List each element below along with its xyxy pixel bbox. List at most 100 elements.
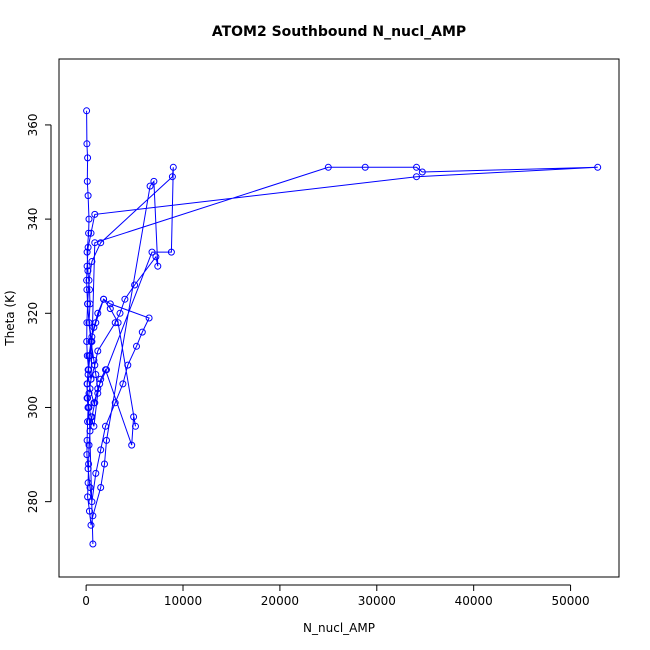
x-tick-label: 20000 — [261, 594, 299, 608]
data-point — [84, 404, 92, 411]
data-point — [86, 484, 94, 491]
data-point — [101, 460, 108, 468]
data-point — [83, 319, 91, 327]
data-point — [169, 163, 177, 171]
data-point — [84, 192, 92, 200]
data-point — [97, 484, 105, 491]
data-point — [145, 314, 153, 322]
data-point — [91, 239, 99, 247]
series-line — [86, 110, 598, 545]
data-point — [594, 163, 602, 171]
data-point — [84, 267, 92, 275]
data-point — [85, 389, 93, 397]
data-point — [92, 469, 100, 477]
data-point — [86, 300, 94, 308]
data-point — [85, 276, 93, 284]
data-point — [106, 300, 114, 308]
data-point — [85, 366, 93, 374]
data-point — [83, 107, 91, 115]
data-point — [83, 436, 91, 444]
data-point — [86, 427, 94, 435]
data-point — [83, 380, 91, 388]
data-point — [84, 479, 92, 487]
x-tick-label: 30000 — [358, 594, 396, 608]
data-point — [111, 319, 119, 327]
data-point — [89, 540, 97, 548]
data-point — [91, 361, 99, 369]
data-point — [86, 286, 93, 294]
data-point — [92, 371, 100, 378]
data-point — [413, 173, 420, 181]
y-axis-label: Theta (K) — [3, 290, 17, 346]
data-point — [88, 498, 96, 506]
data-point — [83, 140, 91, 148]
data-point — [146, 182, 154, 190]
data-point — [89, 512, 97, 520]
data-point — [418, 168, 426, 176]
data-point — [84, 154, 92, 162]
data-point — [100, 295, 108, 303]
data-point — [90, 356, 98, 364]
data-point — [94, 389, 102, 397]
data-point — [154, 262, 162, 270]
y-tick-label: 320 — [26, 302, 40, 325]
data-point — [84, 418, 92, 426]
data-point — [87, 375, 95, 383]
x-tick-label: 10000 — [164, 594, 202, 608]
data-point — [85, 215, 93, 223]
data-point — [97, 446, 105, 454]
data-point — [150, 177, 158, 185]
x-tick-label: 50000 — [551, 594, 589, 608]
data-point — [97, 375, 105, 383]
data-point — [133, 342, 140, 350]
x-tick-label: 0 — [82, 594, 90, 608]
data-point — [90, 323, 98, 331]
chart-title: ATOM2 Southbound N_nucl_AMP — [212, 24, 466, 40]
data-point — [103, 436, 110, 444]
data-point — [94, 347, 102, 355]
data-point — [88, 333, 96, 341]
data-point — [88, 338, 96, 345]
data-point — [324, 163, 332, 171]
y-tick-label: 300 — [26, 396, 40, 419]
data-point — [84, 493, 92, 501]
data-point — [86, 418, 93, 426]
data-point — [96, 380, 104, 388]
data-point — [87, 229, 95, 237]
data-point — [132, 422, 139, 430]
data-point — [90, 422, 98, 430]
data-point — [86, 507, 93, 515]
data-point — [83, 352, 91, 360]
data-point — [167, 248, 175, 256]
data-point — [87, 413, 95, 421]
data-point — [152, 253, 160, 261]
data-point — [83, 276, 91, 284]
data-point — [85, 441, 93, 449]
data-point — [85, 460, 93, 468]
data-point — [94, 309, 102, 317]
y-tick-label: 340 — [26, 208, 40, 231]
data-point — [84, 300, 92, 308]
plot-area — [83, 107, 602, 548]
data-point — [85, 229, 93, 237]
data-point — [130, 413, 138, 421]
data-point — [119, 380, 127, 388]
data-point — [84, 465, 92, 473]
data-point — [88, 258, 96, 265]
data-point — [86, 352, 94, 360]
data-point — [83, 286, 91, 294]
data-point — [85, 319, 93, 327]
plot-frame — [58, 58, 620, 578]
data-point — [121, 295, 129, 303]
x-tick-label: 40000 — [455, 594, 493, 608]
data-point — [128, 441, 136, 449]
data-point — [87, 521, 95, 529]
data-point — [131, 281, 139, 289]
y-axis: 280 300 320 340 360 — [26, 113, 52, 513]
x-axis-label: N_nucl_AMP — [303, 621, 375, 635]
data-point — [92, 319, 100, 327]
data-point — [103, 366, 110, 374]
y-tick-label: 280 — [26, 490, 40, 513]
data-point — [91, 210, 99, 218]
data-point — [94, 385, 102, 393]
